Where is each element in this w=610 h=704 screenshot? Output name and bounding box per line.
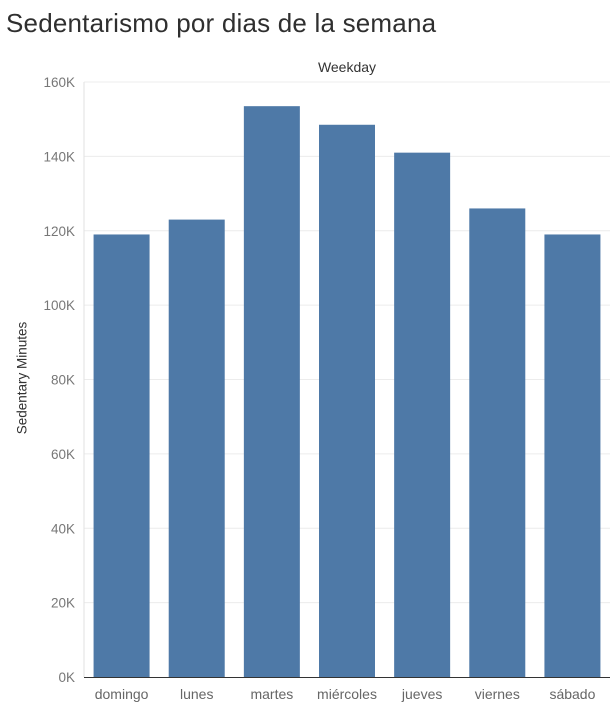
bar-viernes[interactable]: [469, 208, 526, 677]
x-tick-label: miércoles: [317, 686, 377, 702]
y-tick-label: 160K: [43, 75, 75, 90]
x-tick-label: martes: [250, 686, 293, 702]
y-tick-label: 80K: [51, 373, 75, 388]
y-tick-label: 40K: [51, 521, 75, 536]
y-tick-label: 100K: [43, 298, 75, 313]
bar-sábado[interactable]: [544, 234, 601, 677]
x-axis-ticks: domingo lunes martes miércoles jueves viernes…: [84, 677, 610, 702]
column-header: Weekday: [317, 59, 377, 75]
x-tick-label: lunes: [180, 686, 213, 702]
y-tick-label: 140K: [43, 149, 75, 164]
x-tick-label: viernes: [475, 686, 520, 702]
y-axis-ticks: 0K 20K 40K 60K 80K 100K 120K 140K 160K: [43, 75, 75, 685]
x-tick-label: jueves: [401, 686, 442, 702]
bar-martes[interactable]: [243, 106, 300, 677]
bar-jueves[interactable]: [394, 152, 451, 677]
bar-domingo[interactable]: [93, 234, 150, 677]
y-tick-label: 120K: [43, 224, 75, 239]
y-tick-label: 20K: [51, 596, 75, 611]
y-tick-label: 0K: [58, 670, 75, 685]
bar-lunes[interactable]: [168, 219, 225, 677]
bar-miércoles[interactable]: [319, 124, 375, 677]
chart-title: Sedentarismo por dias de la semana: [6, 8, 437, 38]
x-tick-label: sábado: [549, 686, 595, 702]
y-tick-label: 60K: [51, 447, 75, 462]
bars: [93, 106, 601, 677]
x-tick-label: domingo: [95, 686, 149, 702]
